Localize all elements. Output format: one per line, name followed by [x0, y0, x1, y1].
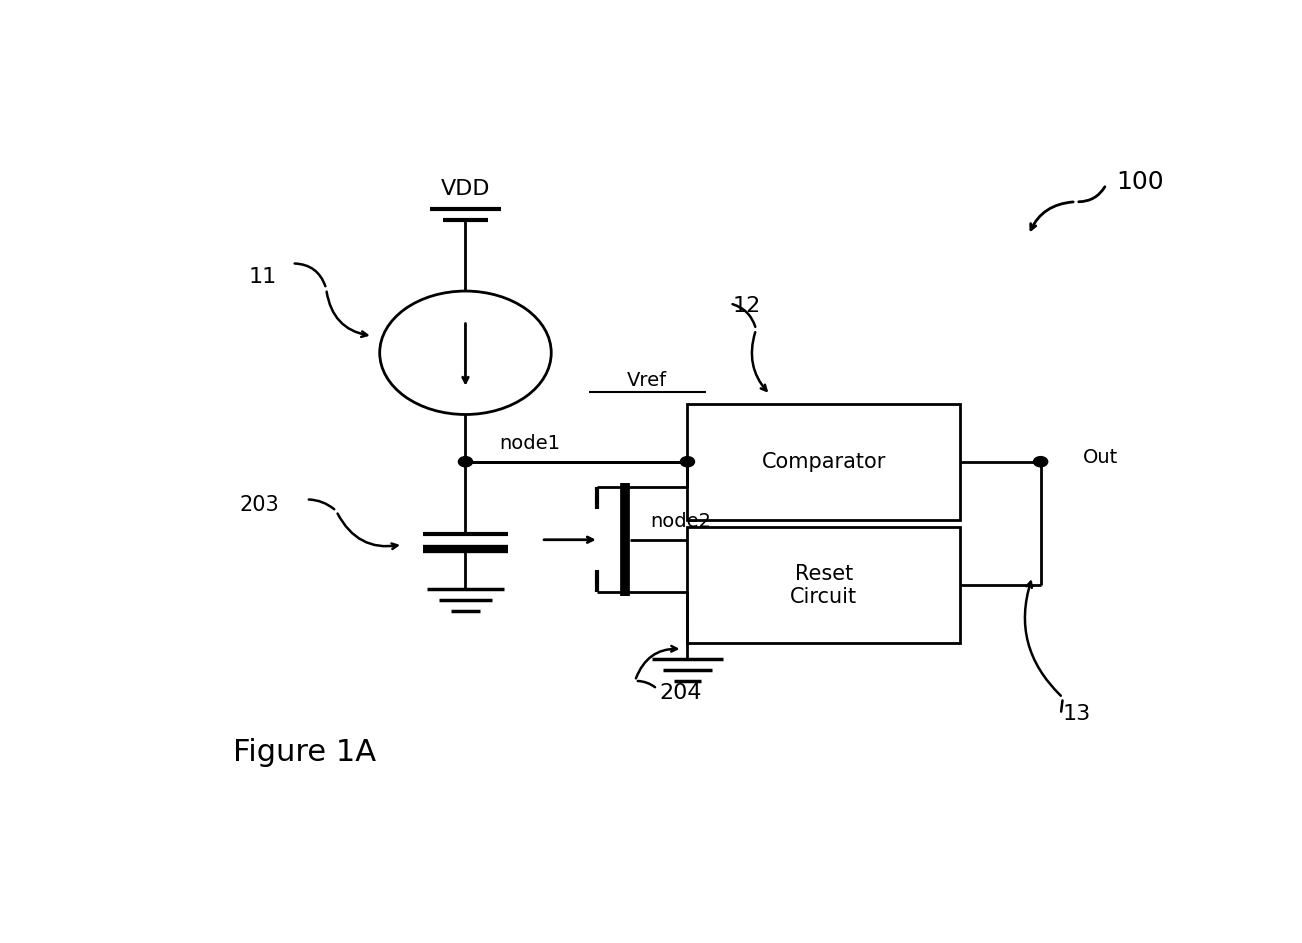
Text: Vref: Vref — [628, 371, 667, 389]
Text: node2: node2 — [650, 512, 711, 531]
Circle shape — [681, 456, 694, 467]
Text: 100: 100 — [1116, 170, 1164, 194]
Text: node1: node1 — [499, 434, 560, 453]
Text: Figure 1A: Figure 1A — [233, 737, 376, 767]
Text: VDD: VDD — [440, 179, 491, 199]
Text: 11: 11 — [249, 267, 277, 287]
Text: Reset
Circuit: Reset Circuit — [790, 564, 857, 606]
Circle shape — [1034, 456, 1048, 467]
FancyBboxPatch shape — [687, 404, 960, 520]
Text: 13: 13 — [1062, 704, 1091, 724]
Circle shape — [458, 456, 473, 467]
FancyBboxPatch shape — [687, 527, 960, 643]
Text: 203: 203 — [240, 495, 279, 515]
Text: Out: Out — [1083, 448, 1118, 467]
Text: 204: 204 — [659, 683, 702, 703]
Text: 12: 12 — [733, 295, 762, 316]
Text: Comparator: Comparator — [762, 452, 885, 472]
